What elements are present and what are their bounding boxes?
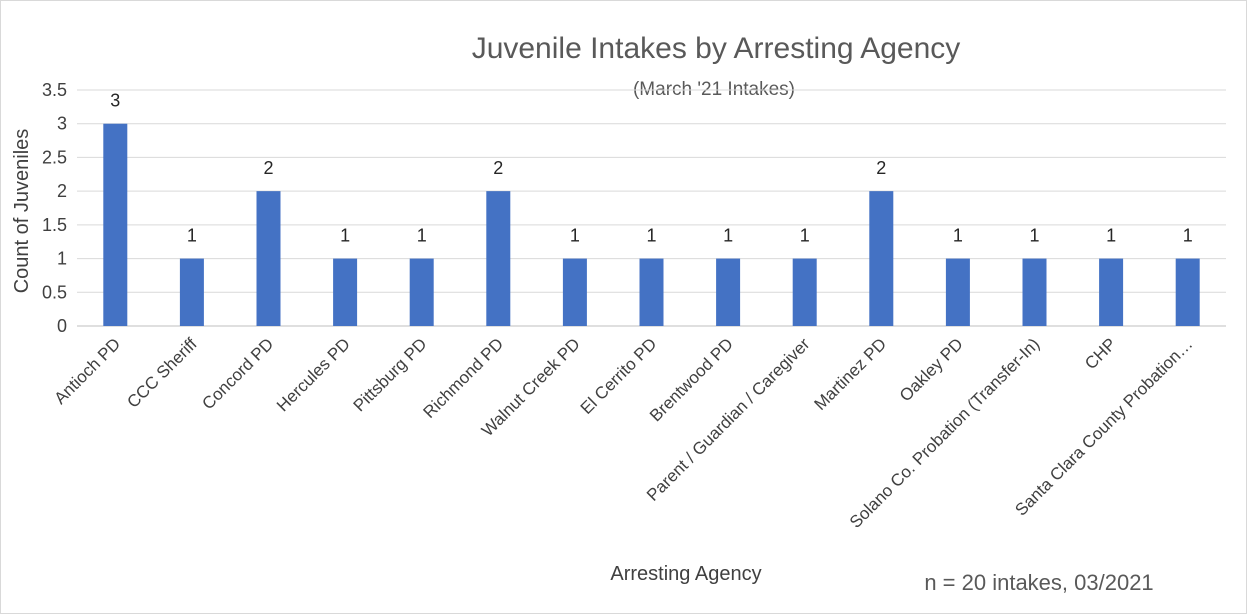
bar bbox=[179, 258, 204, 326]
sample-size-footnote: n = 20 intakes, 03/2021 bbox=[924, 570, 1153, 595]
data-label: 3 bbox=[110, 91, 120, 111]
x-category-label: Concord PD bbox=[198, 334, 277, 413]
bar bbox=[333, 258, 358, 326]
x-category-label: Pittsburg PD bbox=[350, 334, 431, 415]
data-label: 1 bbox=[1183, 226, 1193, 246]
data-label: 1 bbox=[1029, 226, 1039, 246]
x-category-label: Richmond PD bbox=[420, 334, 508, 422]
data-label: 2 bbox=[876, 158, 886, 178]
bar bbox=[562, 258, 587, 326]
x-category-label: Parent / Guardian / Caregiver bbox=[643, 334, 814, 505]
data-label: 1 bbox=[187, 226, 197, 246]
y-axis-title: Count of Juveniles bbox=[11, 129, 33, 294]
x-category-label: Oakley PD bbox=[896, 334, 967, 405]
x-category-label: CHP bbox=[1081, 334, 1120, 373]
y-axis-ticks: 0 0.5 1 1.5 2 2.5 3 3.5 bbox=[42, 80, 67, 336]
y-tick-label: 3.5 bbox=[42, 80, 67, 100]
data-label: 1 bbox=[340, 226, 350, 246]
data-label: 1 bbox=[800, 226, 810, 246]
bar bbox=[103, 123, 128, 326]
y-tick-label: 0 bbox=[57, 316, 67, 336]
bar bbox=[639, 258, 664, 326]
x-category-label: CCC Sheriff bbox=[123, 334, 201, 412]
data-label: 2 bbox=[493, 158, 503, 178]
x-category-label: Hercules PD bbox=[273, 334, 354, 415]
data-label: 1 bbox=[417, 226, 427, 246]
y-tick-label: 3 bbox=[57, 114, 67, 134]
bar bbox=[409, 258, 434, 326]
bar bbox=[1099, 258, 1124, 326]
data-label: 2 bbox=[263, 158, 273, 178]
bar bbox=[792, 258, 817, 326]
y-tick-label: 1 bbox=[57, 249, 67, 269]
bar bbox=[1022, 258, 1047, 326]
data-label: 1 bbox=[1106, 226, 1116, 246]
x-category-label: Martinez PD bbox=[811, 334, 891, 414]
data-labels: 3 1 2 1 1 2 1 1 1 1 2 1 1 1 1 bbox=[110, 91, 1192, 246]
bar bbox=[1175, 258, 1200, 326]
chart-title: Juvenile Intakes by Arresting Agency bbox=[472, 32, 961, 65]
x-category-label: El Cerrito PD bbox=[577, 334, 661, 418]
y-tick-label: 2.5 bbox=[42, 147, 67, 167]
data-label: 1 bbox=[723, 226, 733, 246]
bar bbox=[869, 191, 894, 326]
x-axis-title: Arresting Agency bbox=[610, 563, 761, 585]
y-tick-label: 0.5 bbox=[42, 282, 67, 302]
bar bbox=[945, 258, 970, 326]
bar bbox=[486, 191, 511, 326]
bar bbox=[716, 258, 741, 326]
data-label: 1 bbox=[646, 226, 656, 246]
data-label: 1 bbox=[953, 226, 963, 246]
data-label: 1 bbox=[570, 226, 580, 246]
x-category-label: Antioch PD bbox=[51, 334, 125, 408]
y-tick-label: 1.5 bbox=[42, 215, 67, 235]
y-tick-label: 2 bbox=[57, 181, 67, 201]
bar bbox=[256, 191, 281, 326]
bars bbox=[103, 123, 1200, 326]
